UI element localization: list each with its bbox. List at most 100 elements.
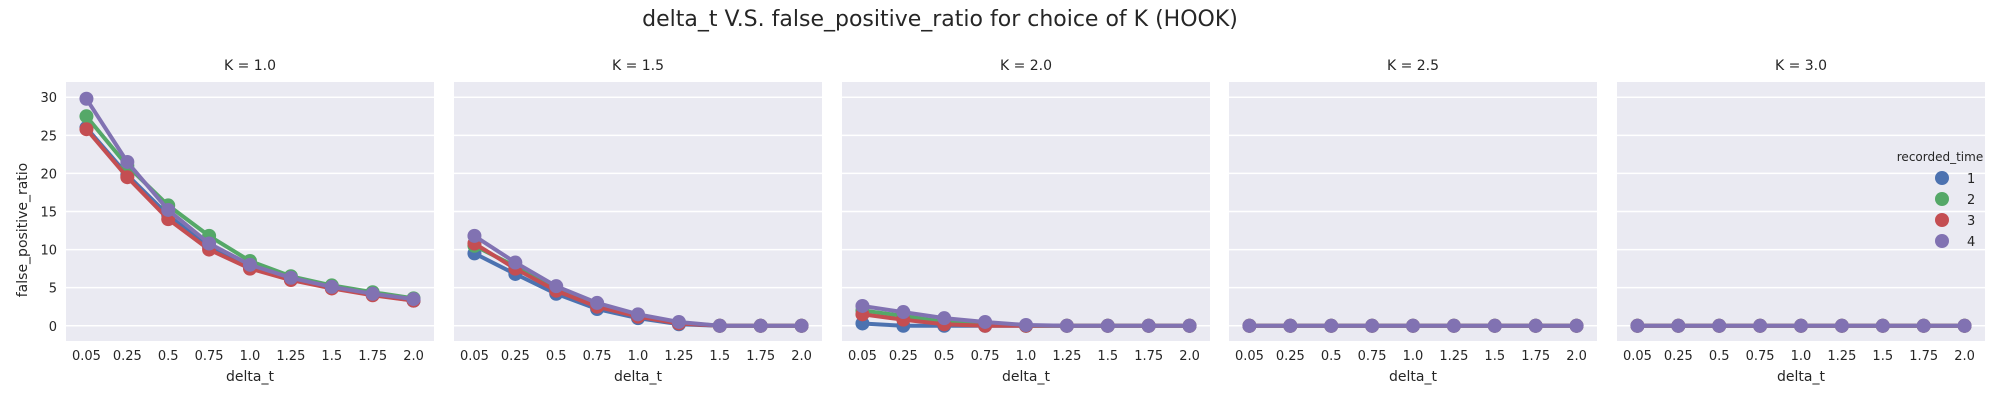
panel-title: K = 1.0	[224, 58, 276, 74]
x-tick-label: 1.5	[321, 349, 342, 364]
data-point	[631, 307, 645, 322]
panel-title: K = 2.0	[1000, 58, 1052, 74]
data-point	[1406, 318, 1420, 333]
x-tick-label: 0.5	[546, 349, 567, 364]
y-tick-label: 0	[49, 320, 57, 335]
data-point	[1446, 318, 1461, 333]
data-point	[590, 295, 605, 310]
x-tick-label: 1.75	[1521, 349, 1550, 364]
data-point	[283, 270, 298, 285]
x-tick-label: 0.25	[113, 349, 142, 364]
x-tick-label: 0.5	[1321, 349, 1342, 364]
y-tick-label: 10	[40, 244, 57, 259]
facet-panel: K = 2.5 0.05 0.25 0.5 0.75 1.0 1.25 1.5 1.75 2.0 d…	[1229, 58, 1597, 385]
x-tick-label: 0.75	[583, 349, 612, 364]
legend-marker	[1935, 234, 1949, 248]
data-point	[406, 292, 421, 307]
x-axis-label: delta_t	[1002, 369, 1050, 385]
x-tick-label: 0.75	[971, 349, 1000, 364]
x-tick-label: 0.75	[1358, 349, 1387, 364]
data-point	[1753, 318, 1768, 333]
x-tick-label: 1.25	[276, 349, 305, 364]
x-tick-label: 1.0	[1016, 349, 1037, 364]
x-axis-label: delta_t	[226, 369, 274, 385]
legend-label: 2	[1967, 193, 1975, 208]
x-tick-label: 1.25	[1439, 349, 1468, 364]
legend-marker	[1935, 171, 1949, 185]
data-point	[1365, 318, 1380, 333]
x-tick-label: 1.5	[1872, 349, 1893, 364]
x-tick-label: 2.0	[1566, 349, 1587, 364]
legend-item: 2	[1935, 192, 1975, 208]
facet-panel: K = 1.5 0.05 0.25 0.5 0.75 1.0 1.25 1.5 1.75 2.0 d…	[454, 58, 822, 385]
x-tick-label: 0.05	[1623, 349, 1652, 364]
legend-item: 3	[1935, 213, 1975, 229]
x-tick-label: 0.25	[889, 349, 918, 364]
x-tick-label: 0.5	[1709, 349, 1730, 364]
panel-title: K = 2.5	[1387, 58, 1439, 74]
x-tick-label: 1.25	[664, 349, 693, 364]
facet-panel: K = 3.0 0.05 0.25 0.5 0.75 1.0 1.25 1.5 1.75 2.0 d…	[1617, 58, 1985, 385]
y-axis-label: false_positive_ratio	[15, 163, 31, 298]
data-point	[1712, 318, 1727, 333]
x-tick-label: 1.75	[746, 349, 775, 364]
x-tick-label: 0.25	[501, 349, 530, 364]
x-tick-label: 1.25	[1827, 349, 1856, 364]
x-tick-label: 2.0	[1179, 349, 1200, 364]
facet-panel: K = 1.0 0 5 10 15 20 25 30 0.05 0.25 0.5 0.75 1.0 1.2…	[40, 58, 434, 385]
facet-panel: K = 2.0 0.05 0.25 0.5 0.75 1.0 1.25 1.5 1.75 2.0 d…	[842, 58, 1210, 385]
x-tick-label: 1.0	[240, 349, 261, 364]
data-point	[79, 91, 94, 106]
legend-label: 4	[1967, 235, 1975, 250]
figure-title: delta_t V.S. false_positive_ratio for ch…	[642, 7, 1238, 32]
data-point	[243, 257, 257, 272]
x-tick-label: 1.5	[1484, 349, 1505, 364]
x-tick-label: 2.0	[403, 349, 424, 364]
data-point	[365, 286, 380, 301]
x-tick-label: 0.75	[195, 349, 224, 364]
legend: recorded_time 1 2 3 4	[1897, 150, 1983, 250]
legend-item: 4	[1935, 234, 1975, 250]
data-point	[1019, 318, 1033, 333]
data-point	[1059, 318, 1074, 333]
x-tick-label: 1.75	[358, 349, 387, 364]
y-tick-label: 15	[40, 206, 57, 221]
legend-marker	[1935, 192, 1949, 206]
x-tick-label: 0.05	[1235, 349, 1264, 364]
data-point	[794, 318, 809, 333]
x-tick-label: 0.25	[1664, 349, 1693, 364]
x-tick-label: 0.25	[1276, 349, 1305, 364]
data-point	[202, 236, 217, 251]
x-tick-label: 1.0	[1791, 349, 1812, 364]
data-point	[1100, 318, 1115, 333]
data-point	[753, 318, 768, 333]
x-tick-label: 1.0	[628, 349, 649, 364]
data-point	[467, 228, 482, 243]
x-tick-label: 0.05	[460, 349, 489, 364]
data-point	[1141, 318, 1156, 333]
data-point	[161, 202, 176, 217]
y-tick-label: 30	[40, 91, 57, 106]
data-point	[855, 298, 870, 313]
legend-label: 3	[1967, 214, 1975, 229]
x-tick-label: 1.75	[1134, 349, 1163, 364]
panels: K = 1.0 0 5 10 15 20 25 30 0.05 0.25 0.5 0.75 1.0 1.2…	[40, 58, 1985, 385]
data-point	[1528, 318, 1543, 333]
x-tick-label: 1.25	[1052, 349, 1081, 364]
y-tick-label: 5	[49, 282, 57, 297]
data-point	[1916, 318, 1931, 333]
panel-title: K = 3.0	[1775, 58, 1827, 74]
x-tick-label: 1.5	[1097, 349, 1118, 364]
x-tick-label: 0.5	[158, 349, 179, 364]
data-point	[1957, 318, 1972, 333]
data-point	[1834, 318, 1849, 333]
x-tick-label: 0.5	[934, 349, 955, 364]
data-point	[671, 314, 686, 329]
x-tick-label: 1.0	[1403, 349, 1424, 364]
legend-item: 1	[1935, 171, 1975, 187]
x-tick-label: 2.0	[791, 349, 812, 364]
data-point	[1487, 318, 1502, 333]
legend-marker	[1935, 213, 1949, 227]
data-point	[120, 170, 135, 185]
